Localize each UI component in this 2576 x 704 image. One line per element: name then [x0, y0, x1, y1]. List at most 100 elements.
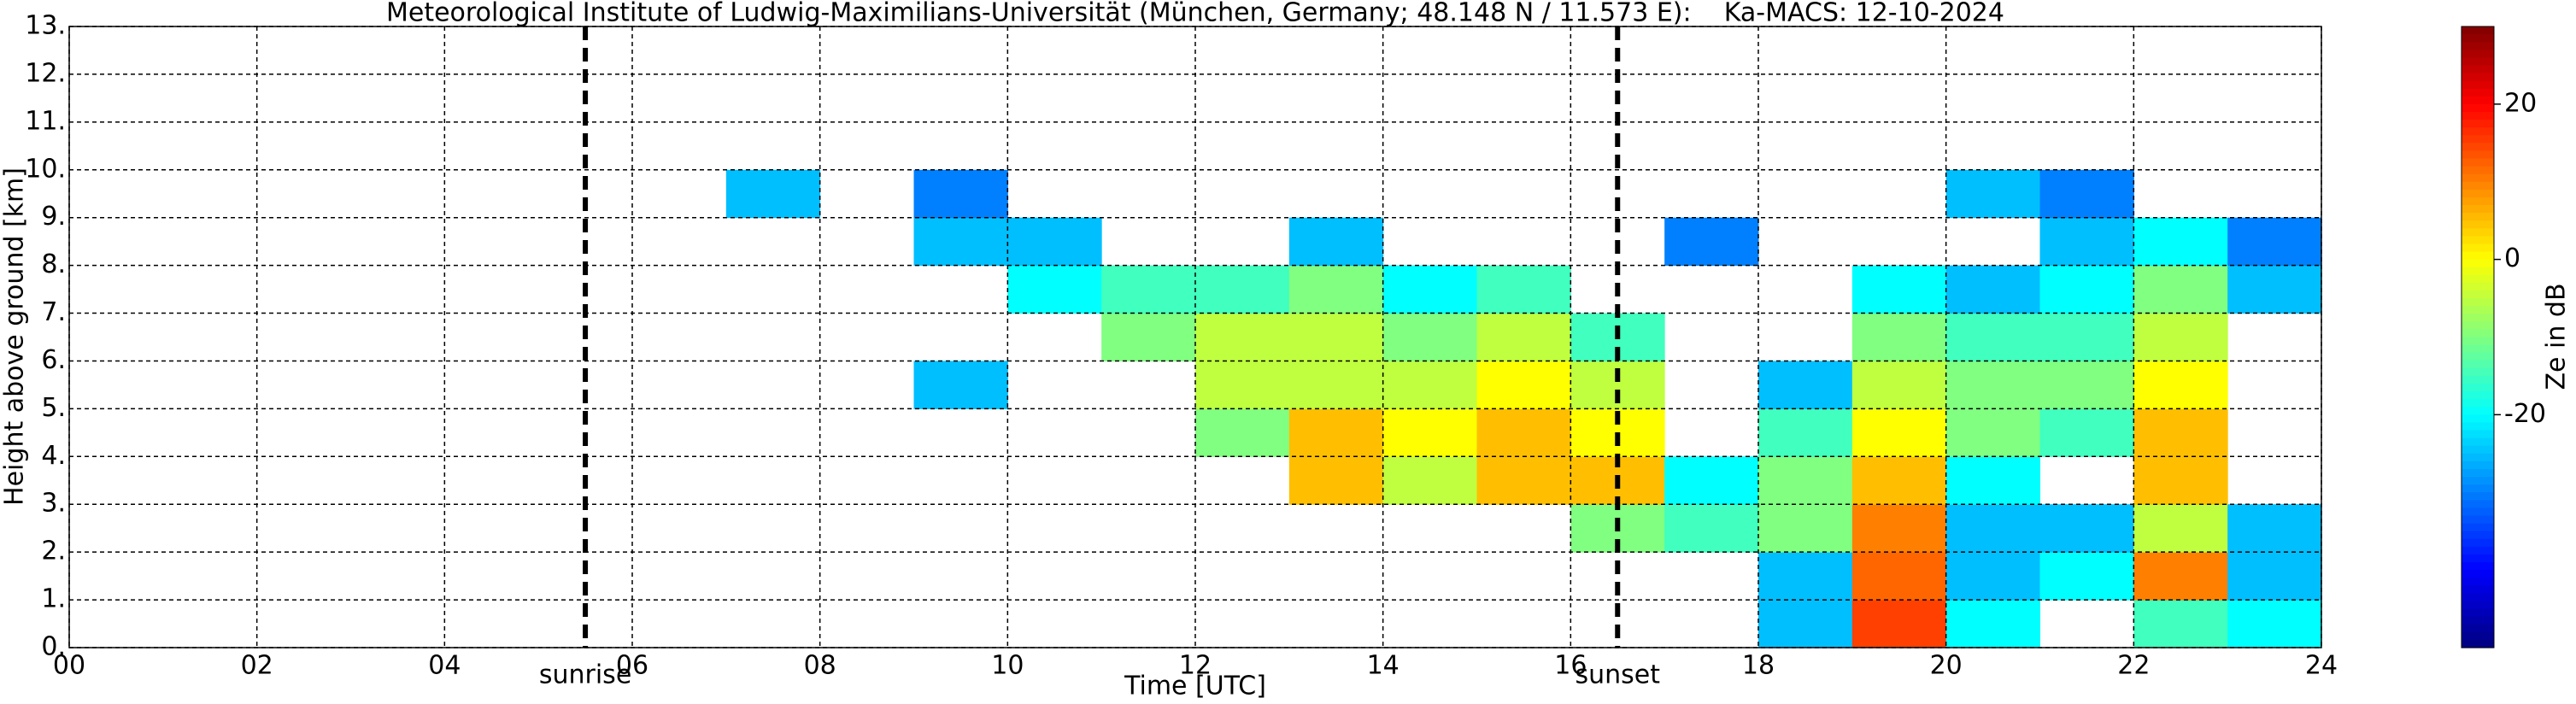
- colorbar-band: [2462, 73, 2494, 82]
- radar-cell: [1288, 217, 1384, 267]
- radar-cell: [1664, 504, 1759, 553]
- colorbar-band: [2462, 189, 2494, 198]
- x-tick-label: 10: [991, 651, 1024, 681]
- colorbar-tick-label: 20: [2504, 88, 2537, 118]
- x-tick-label: 04: [428, 651, 461, 681]
- y-tick-label: 0.: [41, 632, 66, 662]
- radar-cell: [1382, 456, 1477, 505]
- colorbar-band: [2462, 477, 2494, 485]
- radar-cell: [1476, 456, 1571, 505]
- radar-cell: [1382, 361, 1477, 409]
- radar-cell: [1758, 600, 1853, 648]
- colorbar-band: [2462, 445, 2494, 455]
- colorbar-band: [2462, 585, 2494, 594]
- colorbar-band: [2462, 181, 2494, 191]
- colorbar-band: [2462, 127, 2494, 136]
- colorbar-band: [2462, 282, 2494, 291]
- radar-cell: [1945, 552, 2040, 601]
- radar-cell: [1758, 552, 1853, 601]
- radar-cell: [1288, 456, 1384, 505]
- colorbar-band: [2462, 375, 2494, 384]
- colorbar-band: [2462, 298, 2494, 307]
- radar-cell: [1476, 361, 1571, 409]
- radar-cell: [1851, 361, 1947, 409]
- x-tick-label: 24: [2305, 651, 2338, 681]
- colorbar-band: [2462, 34, 2494, 43]
- colorbar-band: [2462, 135, 2494, 144]
- radar-cell: [1945, 265, 2040, 314]
- colorbar-band: [2462, 639, 2494, 648]
- radar-cell: [1945, 408, 2040, 457]
- radar-cell: [2039, 217, 2134, 267]
- colorbar-band: [2462, 96, 2494, 105]
- colorbar-band: [2462, 352, 2494, 361]
- y-tick-label: 6.: [41, 345, 66, 375]
- colorbar-band: [2462, 329, 2494, 338]
- colorbar-band: [2462, 111, 2494, 120]
- radar-cell: [1288, 361, 1384, 409]
- radar-cell: [1476, 265, 1571, 314]
- radar-cell: [2133, 265, 2228, 314]
- colorbar-band: [2462, 546, 2494, 555]
- colorbar-band: [2462, 384, 2494, 392]
- colorbar-band: [2462, 197, 2494, 206]
- y-axis-label: Height above ground [km]: [0, 167, 30, 506]
- colorbar-band: [2462, 531, 2494, 540]
- colorbar-band: [2462, 523, 2494, 532]
- radar-cell: [1851, 265, 1947, 314]
- y-tick-label: 8.: [41, 249, 66, 279]
- colorbar-tick-label: 0: [2504, 243, 2520, 273]
- radar-cell: [1945, 313, 2040, 361]
- radar-cell: [1945, 600, 2040, 648]
- radar-cell: [2227, 504, 2322, 553]
- radar-cell: [1758, 456, 1853, 505]
- x-axis-label: Time [UTC]: [1124, 672, 1266, 701]
- colorbar-band: [2462, 344, 2494, 354]
- radar-cell: [2227, 265, 2322, 314]
- colorbar-band: [2462, 321, 2494, 331]
- radar-cell: [1945, 504, 2040, 553]
- colorbar-band: [2462, 42, 2494, 50]
- radar-cell: [913, 361, 1008, 409]
- colorbar-band: [2462, 391, 2494, 400]
- radar-cell: [1101, 313, 1196, 361]
- colorbar-band: [2462, 314, 2494, 322]
- radar-cell: [2039, 504, 2134, 553]
- radar-cell: [1758, 361, 1853, 409]
- colorbar-band: [2462, 50, 2494, 58]
- colorbar-band: [2462, 337, 2494, 346]
- y-tick-label: 7.: [41, 297, 66, 327]
- radar-cell: [2039, 552, 2134, 601]
- colorbar-band: [2462, 274, 2494, 284]
- radar-cell: [2133, 504, 2228, 553]
- radar-cell: [2133, 408, 2228, 457]
- x-tick-label: 22: [2117, 651, 2150, 681]
- radar-cell: [2039, 408, 2134, 457]
- colorbar-frame: [2461, 26, 2495, 648]
- colorbar-band: [2462, 243, 2494, 253]
- radar-cell: [1382, 408, 1477, 457]
- radar-cell: [1382, 265, 1477, 314]
- radar-cell: [1851, 552, 1947, 601]
- y-tick-label: 12.: [25, 58, 66, 88]
- radar-cell: [2227, 552, 2322, 601]
- radar-cell: [2133, 217, 2228, 267]
- radar-cell: [1476, 313, 1571, 361]
- radar-cell: [2227, 217, 2322, 267]
- radar-cell: [1758, 408, 1853, 457]
- colorbar-band: [2462, 267, 2494, 276]
- colorbar-band: [2462, 616, 2494, 625]
- radar-cell: [2039, 313, 2134, 361]
- colorbar-tick-label: -20: [2504, 399, 2546, 429]
- radar-cell: [1945, 169, 2040, 219]
- colorbar-band: [2462, 120, 2494, 128]
- y-tick-label: 13.: [25, 11, 66, 41]
- radar-cell: [1851, 456, 1947, 505]
- colorbar-band: [2462, 213, 2494, 221]
- colorbar-band: [2462, 158, 2494, 167]
- colorbar-band: [2462, 290, 2494, 299]
- radar-cell: [1195, 265, 1290, 314]
- radar-cell: [1664, 217, 1759, 267]
- colorbar-band: [2462, 306, 2494, 314]
